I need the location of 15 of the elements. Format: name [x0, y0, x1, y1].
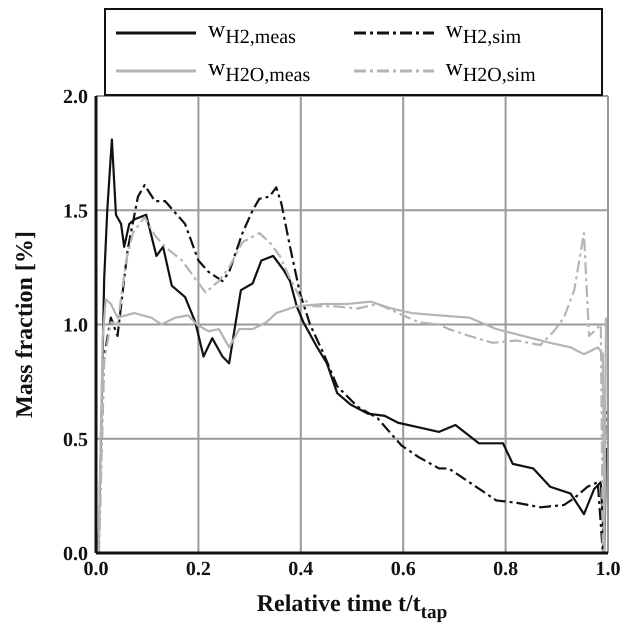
x-tick-label: 0.2	[186, 558, 211, 580]
x-tick-label: 0.6	[390, 558, 416, 580]
legend-label: w$_{H2O,sim}$	[446, 55, 536, 87]
y-tick-label: 2.0	[63, 86, 88, 108]
y-tick-label: 1.0	[63, 314, 88, 337]
x-tick-label: 1.0	[596, 558, 620, 580]
x-tick-label: 0.8	[493, 558, 518, 580]
legend-label: w$_{H2,sim}$	[446, 17, 522, 49]
x-tick-label: 0.4	[288, 558, 314, 580]
legend-label: w$_{H2,meas}$	[208, 17, 296, 49]
y-axis-title: Mass fraction [%]	[12, 231, 38, 418]
y-tick-label: 1.5	[63, 200, 88, 222]
y-tick-label: 0.5	[63, 428, 88, 451]
x-axis-title: Relative time t/t$_{tap}$	[256, 591, 448, 623]
legend-label: w$_{H2O,meas}$	[208, 55, 310, 87]
